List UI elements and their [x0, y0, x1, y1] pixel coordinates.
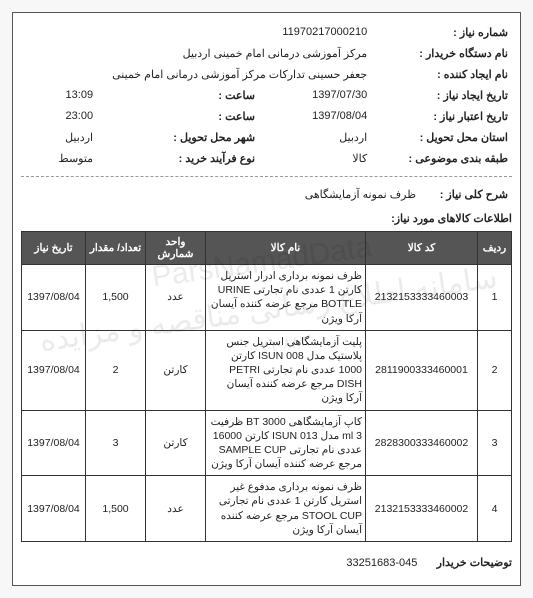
deliver-city: اردبیل	[23, 128, 95, 147]
valid-date-label: تاریخ اعتبار نیاز :	[371, 107, 510, 126]
cell-row: 1	[478, 265, 512, 331]
cell-unit: عدد	[146, 265, 206, 331]
items-section-title: اطلاعات کالاهای مورد نیاز:	[21, 212, 512, 225]
buyer-note: 045-33251683	[346, 557, 421, 569]
cell-date: 1397/08/04	[22, 330, 86, 410]
need-time-label: ساعت :	[97, 86, 257, 105]
deliver-prov: اردبیل	[259, 128, 369, 147]
header-block: شماره نیاز : 11970217000210 نام دستگاه خ…	[21, 21, 512, 170]
need-date-label: تاریخ ایجاد نیاز :	[371, 86, 510, 105]
col-name: نام کالا	[206, 232, 366, 265]
creator-label: نام ایجاد کننده :	[371, 65, 510, 84]
buy-type: متوسط	[23, 149, 95, 168]
cell-unit: کارتن	[146, 330, 206, 410]
need-date: 1397/07/30	[259, 86, 369, 105]
buy-type-label: نوع فرآیند خرید :	[97, 149, 257, 168]
creator: جعفر حسینی تدارکات مرکز آموزشی درمانی ام…	[23, 65, 369, 84]
need-no-label: شماره نیاز :	[371, 23, 510, 42]
need-no: 11970217000210	[23, 23, 369, 42]
buyer-label: نام دستگاه خریدار :	[371, 44, 510, 63]
overall: ظرف نمونه آزمایشگاهی	[23, 185, 418, 204]
overall-row: شرح کلی نیاز : ظرف نمونه آزمایشگاهی	[21, 183, 512, 206]
cell-code: 2811900333460001	[366, 330, 478, 410]
cell-name: ظرف نمونه برداری ادرار استریل کارتن 1 عد…	[206, 265, 366, 331]
table-row: 42132153333460002ظرف نمونه برداری مدفوع …	[22, 476, 512, 542]
cell-code: 2132153333460002	[366, 476, 478, 542]
cell-name: ظرف نمونه برداری مدفوع غیر استریل کارتن …	[206, 476, 366, 542]
cell-row: 3	[478, 410, 512, 476]
need-time: 13:09	[23, 86, 95, 105]
cell-qty: 1,500	[86, 265, 146, 331]
col-date: تاریخ نیاز	[22, 232, 86, 265]
cell-row: 4	[478, 476, 512, 542]
deliver-prov-label: استان محل تحویل :	[371, 128, 510, 147]
subject-cat: کالا	[259, 149, 369, 168]
cell-unit: کارتن	[146, 410, 206, 476]
subject-cat-label: طبقه بندی موضوعی :	[371, 149, 510, 168]
cell-qty: 2	[86, 330, 146, 410]
table-row: 32828300333460002کاپ آزمایشگاهی BT 3000 …	[22, 410, 512, 476]
cell-date: 1397/08/04	[22, 265, 86, 331]
items-table: ردیف کد کالا نام کالا واحد شمارش تعداد/ …	[21, 231, 512, 542]
col-qty: تعداد/ مقدار	[86, 232, 146, 265]
cell-qty: 1,500	[86, 476, 146, 542]
cell-date: 1397/08/04	[22, 410, 86, 476]
cell-code: 2828300333460002	[366, 410, 478, 476]
valid-time: 23:00	[23, 107, 95, 126]
table-row: 12132153333460003ظرف نمونه برداری ادرار …	[22, 265, 512, 331]
document-frame: ParsNamadData سامانه اطلاع رسانی مناقصه …	[12, 12, 521, 586]
cell-unit: عدد	[146, 476, 206, 542]
cell-name: کاپ آزمایشگاهی BT 3000 ظرفیت ml 3 مدل IS…	[206, 410, 366, 476]
overall-label: شرح کلی نیاز :	[420, 185, 510, 204]
col-code: کد کالا	[366, 232, 478, 265]
table-row: 22811900333460001پلیت آزمایشگاهی استریل …	[22, 330, 512, 410]
cell-row: 2	[478, 330, 512, 410]
valid-time-label: ساعت :	[97, 107, 257, 126]
col-row: ردیف	[478, 232, 512, 265]
cell-code: 2132153333460003	[366, 265, 478, 331]
cell-date: 1397/08/04	[22, 476, 86, 542]
buyer: مرکز آموزشی درمانی امام خمینی اردبیل	[23, 44, 369, 63]
col-unit: واحد شمارش	[146, 232, 206, 265]
deliver-city-label: شهر محل تحویل :	[97, 128, 257, 147]
valid-date: 1397/08/04	[259, 107, 369, 126]
divider	[21, 176, 512, 177]
footer: توضیحات خریدار 045-33251683	[21, 556, 512, 569]
cell-name: پلیت آزمایشگاهی استریل جنس پلاستیک مدل I…	[206, 330, 366, 410]
buyer-note-label: توضیحات خریدار	[437, 557, 512, 569]
cell-qty: 3	[86, 410, 146, 476]
